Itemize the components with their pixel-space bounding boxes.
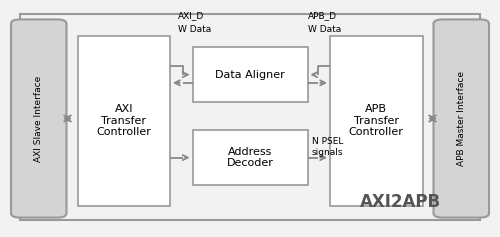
Text: AXI
Transfer
Controller: AXI Transfer Controller (96, 104, 151, 137)
Text: W Data: W Data (308, 25, 341, 34)
Text: AXI2APB: AXI2APB (360, 193, 440, 211)
Bar (78, 36, 170, 206)
Bar (192, 130, 308, 185)
Text: APB
Transfer
Controller: APB Transfer Controller (349, 104, 404, 137)
Text: Data Aligner: Data Aligner (215, 70, 285, 80)
Text: Address
Decoder: Address Decoder (226, 147, 274, 169)
FancyBboxPatch shape (434, 19, 489, 218)
Text: AXI Slave Interface: AXI Slave Interface (34, 75, 43, 162)
Text: N PSEL
signals: N PSEL signals (312, 137, 343, 157)
Text: APB_D: APB_D (308, 11, 336, 20)
Bar (192, 47, 308, 102)
Text: W Data: W Data (178, 25, 211, 34)
Text: APB Master Interface: APB Master Interface (457, 71, 466, 166)
Bar (330, 36, 422, 206)
Text: AXI_D: AXI_D (178, 11, 204, 20)
Bar (20, 14, 480, 220)
FancyBboxPatch shape (11, 19, 66, 218)
